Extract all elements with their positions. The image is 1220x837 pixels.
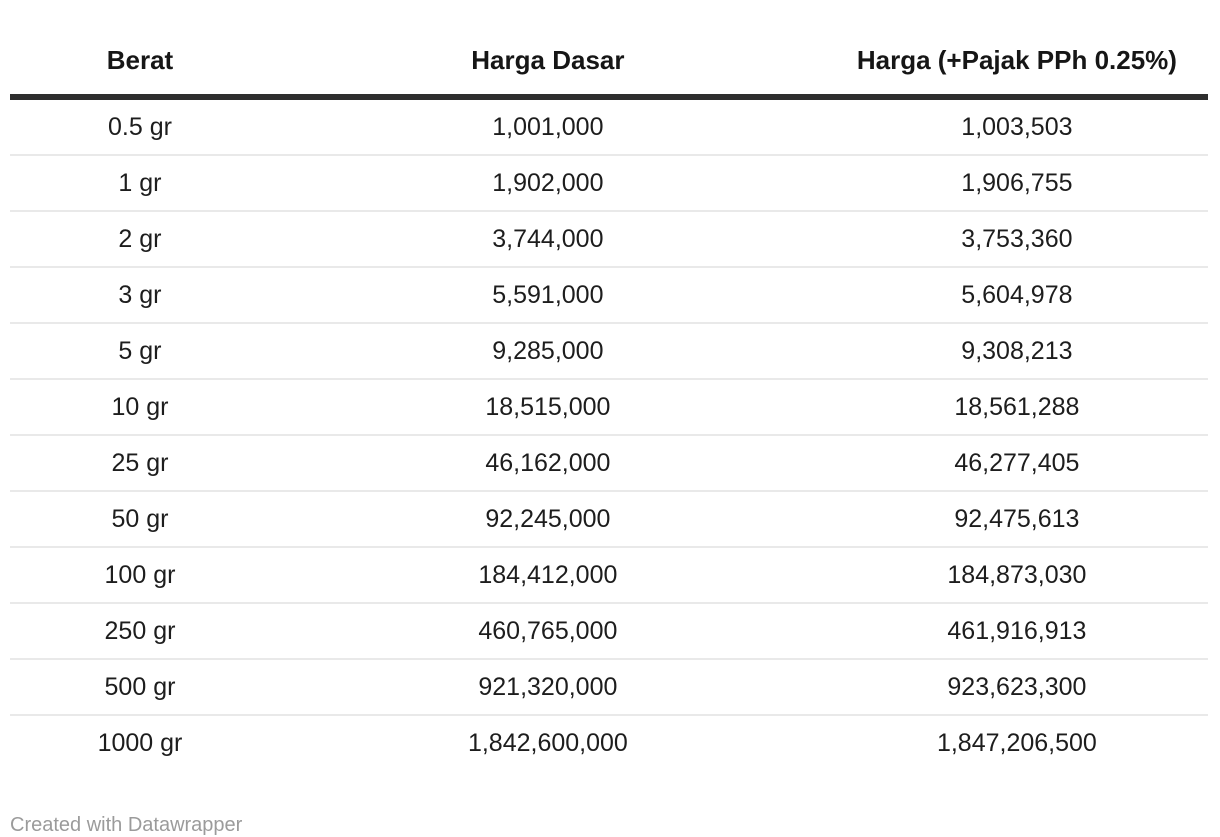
table-cell: 3,753,360 [961,225,1073,253]
table-cell: 92,475,613 [954,505,1080,533]
price-table: Berat Harga Dasar Harga (+Pajak PPh 0.25%)… [10,0,1208,770]
table-cell: 2 gr [118,225,162,253]
column-header-0: Berat [106,45,174,75]
table-cell: 461,916,913 [947,617,1087,645]
table-row: 1 gr 1,902,000 1,906,755 [10,155,1208,211]
table-row: 250 gr 460,765,000 461,916,913 [10,603,1208,659]
table-cell: 184,873,030 [947,561,1087,589]
table-cell: 500 gr [104,673,176,701]
table-row: 100 gr 184,412,000 184,873,030 [10,547,1208,603]
table-cell: 9,308,213 [961,337,1073,365]
table-cell: 1,902,000 [492,169,604,197]
table-row: 3 gr 5,591,000 5,604,978 [10,267,1208,323]
table-row: 10 gr 18,515,000 18,561,288 [10,379,1208,435]
table-body: 0.5 gr 1,001,000 1,003,503 1 gr 1,902,000 1,9… [10,97,1208,770]
table-cell: 25 gr [111,449,169,477]
header-row: Berat Harga Dasar Harga (+Pajak PPh 0.25%) [10,0,1208,97]
table-cell: 3,744,000 [492,225,604,253]
column-header-1: Harga Dasar [471,45,625,75]
table-cell: 0.5 gr [108,113,172,141]
table-cell: 5 gr [118,337,162,365]
table-cell: 1,001,000 [492,113,604,141]
table-cell: 18,561,288 [954,393,1080,421]
table-row: 5 gr 9,285,000 9,308,213 [10,323,1208,379]
table-cell: 250 gr [104,617,176,645]
table-row: 0.5 gr 1,001,000 1,003,503 [10,97,1208,155]
table-cell: 1,003,503 [961,113,1073,141]
column-header-2: Harga (+Pajak PPh 0.25%) [856,45,1177,75]
table-cell: 1 gr [118,169,162,197]
table-row: 25 gr 46,162,000 46,277,405 [10,435,1208,491]
table-cell: 3 gr [118,281,162,309]
table-cell: 921,320,000 [478,673,618,701]
table-row: 2 gr 3,744,000 3,753,360 [10,211,1208,267]
table-cell: 1000 gr [97,729,183,757]
table-cell: 184,412,000 [478,561,618,589]
table-cell: 460,765,000 [478,617,618,645]
table-cell: 10 gr [111,393,169,421]
datawrapper-credit-link[interactable]: Created with Datawrapper [10,814,243,836]
table-cell: 923,623,300 [947,673,1087,701]
table-row: 1000 gr 1,842,600,000 1,847,206,500 [10,715,1208,770]
table-cell: 5,604,978 [961,281,1073,309]
table-cell: 5,591,000 [492,281,604,309]
table-cell: 1,906,755 [961,169,1073,197]
table-row: 500 gr 921,320,000 923,623,300 [10,659,1208,715]
table-cell: 18,515,000 [485,393,611,421]
table-row: 50 gr 92,245,000 92,475,613 [10,491,1208,547]
table-cell: 100 gr [104,561,176,589]
table-cell: 1,842,600,000 [467,729,628,757]
table-cell: 92,245,000 [485,505,611,533]
table-cell: 46,277,405 [954,449,1080,477]
table-cell: 1,847,206,500 [936,729,1097,757]
table-header: Berat Harga Dasar Harga (+Pajak PPh 0.25%) [10,0,1208,97]
table-cell: 9,285,000 [492,337,604,365]
table-cell: 46,162,000 [485,449,611,477]
table-cell: 50 gr [111,505,169,533]
